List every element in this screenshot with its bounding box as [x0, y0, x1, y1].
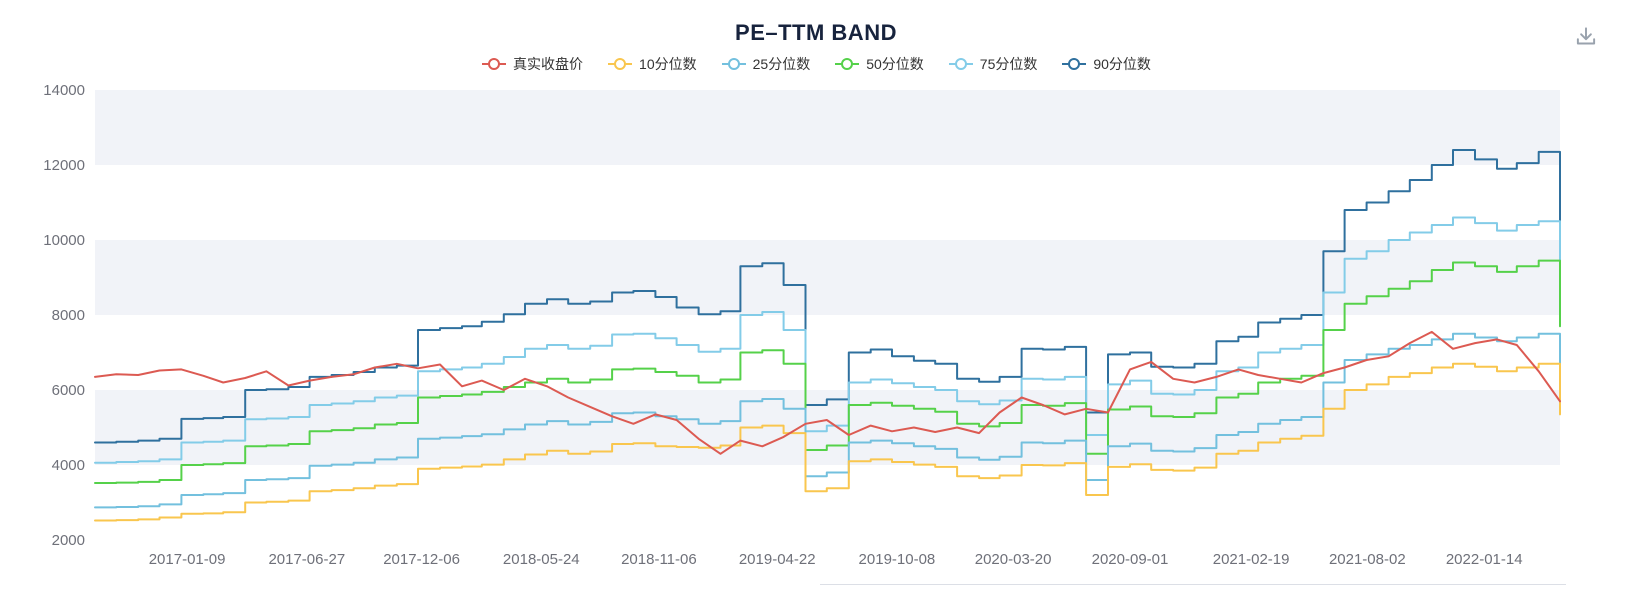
plot-band — [95, 165, 1560, 240]
legend-marker-icon — [1062, 58, 1087, 70]
download-icon — [1576, 27, 1596, 45]
x-axis-label: 2017-06-27 — [268, 551, 345, 568]
y-axis-label: 4000 — [52, 457, 85, 474]
plot-band — [95, 465, 1560, 540]
series-line-25分位数 — [94, 332, 1561, 509]
x-axis-label: 2018-11-06 — [621, 551, 697, 568]
legend-item-label: 真实收盘价 — [513, 56, 584, 72]
plot-band — [95, 90, 1560, 165]
legend-item-50分位数[interactable]: 50分位数 — [834, 54, 924, 74]
x-axis-label: 2019-10-08 — [859, 551, 936, 568]
legend-item-75分位数[interactable]: 75分位数 — [948, 54, 1038, 74]
y-axis-label: 2000 — [52, 532, 85, 549]
x-axis-label: 2018-05-24 — [503, 551, 580, 568]
x-axis-label: 2021-08-02 — [1329, 551, 1406, 568]
legend-item-label: 50分位数 — [866, 56, 924, 72]
legend-marker-icon — [482, 58, 507, 70]
series-line-10分位数 — [94, 362, 1561, 522]
legend-item-label: 25分位数 — [752, 56, 811, 72]
y-axis-label: 12000 — [43, 157, 85, 174]
y-axis-label: 6000 — [52, 382, 85, 399]
download-button[interactable] — [1570, 22, 1602, 54]
x-axis-label: 2020-09-01 — [1092, 551, 1169, 568]
series-line-75分位数 — [94, 216, 1561, 464]
legend: 真实收盘价 10分位数 25分位数 50分位数 75分位数 90分位数 — [0, 54, 1632, 74]
series-line-50分位数 — [94, 259, 1561, 484]
y-axis-label: 14000 — [43, 82, 85, 99]
legend-item-label: 10分位数 — [639, 56, 697, 72]
plot-band — [95, 315, 1560, 390]
x-axis-label: 2017-12-06 — [383, 551, 460, 568]
bottom-divider — [820, 584, 1566, 585]
plot-band — [95, 240, 1560, 315]
legend-marker-icon — [721, 58, 746, 70]
legend-item-label: 90分位数 — [1093, 56, 1151, 72]
legend-item-10分位数[interactable]: 10分位数 — [607, 54, 697, 74]
chart-title: PE–TTM BAND — [735, 20, 897, 45]
legend-item-label: 75分位数 — [979, 56, 1038, 72]
x-axis-label: 2019-04-22 — [739, 551, 816, 568]
chart-svg[interactable]: 2000 4000 6000 8000 10000 12000 14000 2017-01-0… — [0, 80, 1632, 610]
legend-item-真实收盘价[interactable]: 真实收盘价 — [481, 54, 583, 74]
x-axis-label: 2022-01-14 — [1446, 551, 1523, 568]
x-axis-label: 2017-01-09 — [149, 551, 226, 568]
legend-item-90分位数[interactable]: 90分位数 — [1061, 54, 1151, 74]
legend-item-25分位数[interactable]: 25分位数 — [721, 54, 811, 74]
x-axis-label: 2021-02-19 — [1213, 551, 1290, 568]
y-axis-label: 8000 — [52, 307, 85, 324]
y-axis-label: 10000 — [43, 232, 85, 249]
legend-marker-icon — [608, 58, 633, 70]
series-line-真实收盘价 — [94, 330, 1561, 455]
legend-marker-icon — [948, 58, 973, 70]
x-axis-label: 2020-03-20 — [975, 551, 1052, 568]
legend-marker-icon — [835, 58, 860, 70]
